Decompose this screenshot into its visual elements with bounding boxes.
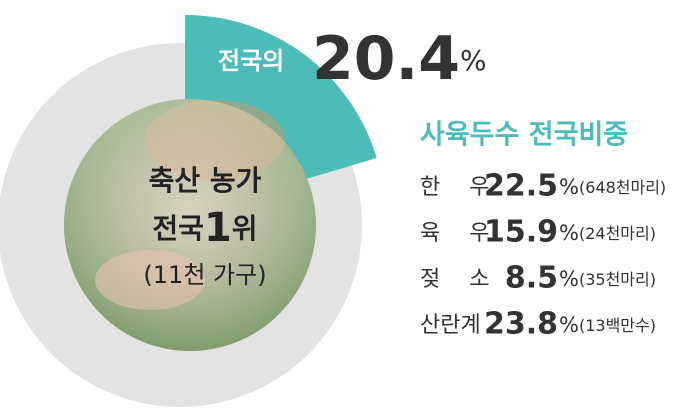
row-unit: % <box>559 221 579 245</box>
row-value: 15.9 <box>484 215 558 250</box>
subtitle: 사육두수 전국비중 <box>420 120 628 151</box>
center-line: 전국1위 <box>152 205 257 251</box>
center-text: 전국 <box>152 212 204 245</box>
row-name: 산란계 <box>420 313 481 338</box>
row-name: 젖 소 <box>420 267 489 292</box>
row-note: (24천마리) <box>579 224 656 243</box>
row-name: 한 우 <box>420 175 489 200</box>
center-line: (11천 가구) <box>143 261 266 289</box>
center-number: 1 <box>204 205 232 251</box>
row-note: (648천마리) <box>579 178 666 197</box>
row-name: 육 우 <box>420 221 489 246</box>
row-note: (13백만수) <box>579 316 656 335</box>
row-detail: %(13백만수) <box>559 313 656 337</box>
annotation: 전국의 <box>218 47 284 75</box>
row-detail: %(24천마리) <box>559 221 656 245</box>
photo-veil <box>64 99 316 351</box>
center-line: 축산 농가 <box>149 164 262 197</box>
center-text: 위 <box>232 212 258 245</box>
row-unit: % <box>559 313 579 337</box>
row-detail: %(648천마리) <box>559 175 666 199</box>
row-detail: %(35천마리) <box>559 267 656 291</box>
row-value: 8.5 <box>505 261 558 296</box>
row-value: 23.8 <box>484 307 558 342</box>
rows: 한 우22.5 %(648천마리)육 우15.9 %(24천마리)젖 소 8.5 %(3… <box>420 169 666 342</box>
row-value: 22.5 <box>484 169 558 204</box>
headline-value: 20.4 <box>312 24 460 94</box>
headline-unit: % <box>460 44 487 77</box>
row-unit: % <box>559 175 579 199</box>
headline: 20.4% <box>312 24 487 94</box>
row-unit: % <box>559 267 579 291</box>
row-note: (35천마리) <box>579 270 656 289</box>
